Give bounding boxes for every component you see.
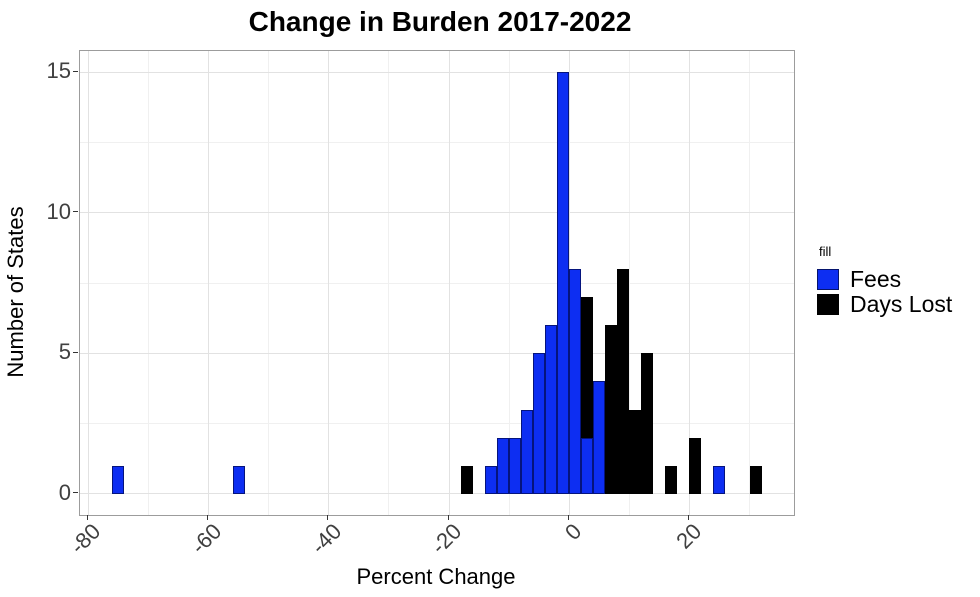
gridline-y-minor <box>80 282 794 284</box>
histogram-bar-fees <box>581 437 594 494</box>
x-axis-tick <box>567 515 569 520</box>
legend-item: Fees <box>817 266 952 292</box>
histogram-bar-fees <box>557 72 570 494</box>
y-axis-tick-label: 5 <box>58 339 71 365</box>
gridline-x-major <box>448 51 450 515</box>
histogram-bar-days-lost <box>749 465 762 494</box>
histogram-bar-days-lost <box>461 465 474 494</box>
histogram-bar-fees <box>533 353 546 494</box>
gridline-y-major <box>80 212 794 214</box>
gridline-y-major <box>80 352 794 354</box>
y-axis-tick <box>73 351 78 353</box>
y-axis-tick <box>73 211 78 213</box>
legend-key-swatch <box>817 294 839 315</box>
histogram-bar-fees <box>569 268 582 494</box>
histogram-bar-days-lost <box>617 268 630 494</box>
x-axis-tick <box>327 515 329 520</box>
gridline-y-major <box>80 493 794 495</box>
histogram-bar-fees <box>497 437 510 494</box>
x-axis-tick <box>207 515 209 520</box>
legend: fill Fees Days Lost <box>817 244 952 319</box>
histogram-bar-fees <box>521 409 534 494</box>
y-axis-title: Number of States <box>3 206 28 378</box>
legend-item: Days Lost <box>817 291 953 317</box>
y-axis-tick-label: 15 <box>46 58 71 84</box>
y-axis-tick-label: 0 <box>58 479 71 505</box>
gridline-x-major <box>208 51 210 515</box>
histogram-bar-days-lost <box>605 325 618 494</box>
gridline-y-minor <box>80 423 794 425</box>
legend-item-label: Fees <box>850 266 902 292</box>
legend-key-swatch <box>817 269 839 290</box>
histogram-bar-fees <box>112 465 125 494</box>
y-axis-tick-label: 10 <box>46 198 71 224</box>
histogram-bar-days-lost <box>689 437 702 494</box>
y-axis-tick <box>73 492 78 494</box>
histogram-bar-fees <box>713 465 726 494</box>
gridline-y-minor <box>80 141 794 143</box>
gridline-x-major <box>688 51 690 515</box>
histogram-bar-fees <box>545 325 558 494</box>
x-axis-tick <box>687 515 689 520</box>
histogram-bar-days-lost <box>641 353 654 494</box>
histogram-bar-days-lost <box>629 409 642 494</box>
legend-title: fill <box>819 244 832 259</box>
histogram-bar-fees <box>485 465 498 494</box>
gridline-x-major <box>87 51 89 515</box>
gridline-x-major <box>328 51 330 515</box>
x-axis-tick <box>86 515 88 520</box>
histogram-bar-fees <box>593 381 606 494</box>
x-axis-tick <box>447 515 449 520</box>
legend-item-label: Days Lost <box>850 291 953 317</box>
histogram-bar-days-lost <box>665 465 678 494</box>
x-axis-title: Percent Change <box>356 564 516 589</box>
histogram-bar-fees <box>509 437 522 494</box>
histogram-bar-fees <box>232 465 245 494</box>
plot-panel <box>79 50 795 516</box>
y-axis-tick <box>73 70 78 72</box>
chart-title: Change in Burden 2017-2022 <box>248 6 632 37</box>
legend-items: Fees Days Lost <box>817 266 953 317</box>
gridline-y-major <box>80 71 794 73</box>
